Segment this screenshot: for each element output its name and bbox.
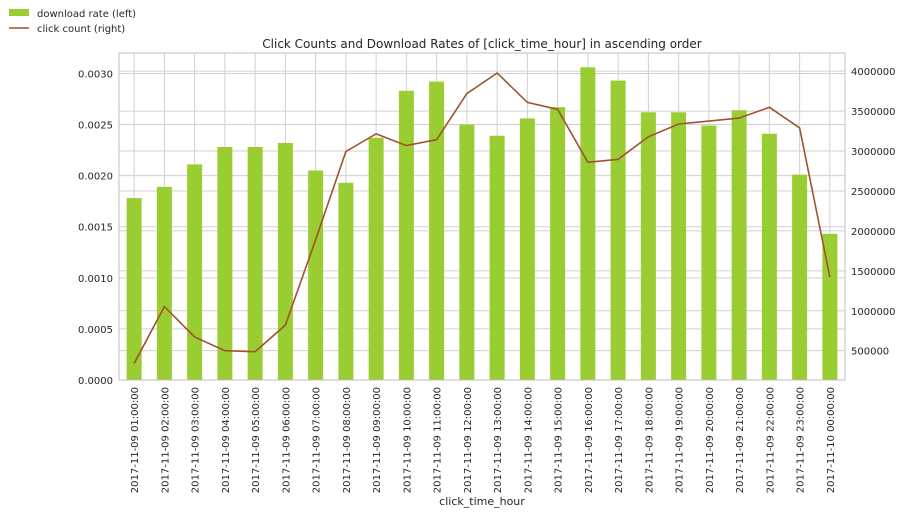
x-tick-label: 2017-11-09 17:00:00	[614, 387, 625, 493]
bar-download-rate	[762, 134, 777, 380]
x-tick-label: 2017-11-09 02:00:00	[160, 387, 171, 493]
bar-download-rate	[641, 112, 656, 380]
bar-download-rate	[157, 187, 172, 380]
bar-download-rate	[187, 164, 202, 380]
x-tick-label: 2017-11-09 08:00:00	[342, 387, 353, 493]
bar-download-rate	[399, 91, 414, 380]
bar-download-rate	[580, 67, 595, 380]
x-tick-label: 2017-11-09 01:00:00	[130, 387, 141, 493]
left-tick-label: 0.0025	[78, 121, 113, 132]
right-tick-label: 500000	[851, 347, 889, 358]
right-tick-label: 1000000	[851, 307, 896, 318]
bar-download-rate	[429, 82, 444, 380]
bar-download-rate	[338, 183, 353, 380]
bar-download-rate	[459, 125, 474, 380]
x-tick-label: 2017-11-09 23:00:00	[796, 387, 807, 493]
x-tick-label: 2017-11-09 15:00:00	[554, 387, 565, 493]
chart-title: Click Counts and Download Rates of [clic…	[262, 37, 702, 51]
x-tick-label: 2017-11-09 14:00:00	[523, 387, 534, 493]
bar-download-rate	[550, 107, 565, 380]
left-tick-label: 0.0010	[78, 274, 113, 285]
left-tick-label: 0.0000	[78, 376, 113, 387]
x-axis: 2017-11-09 01:00:00 2017-11-09 02:00:00 20…	[130, 387, 837, 493]
bar-download-rate	[369, 138, 384, 380]
x-tick-label: 2017-11-09 07:00:00	[312, 387, 323, 493]
bar-download-rate	[308, 171, 323, 380]
right-tick-label: 2000000	[851, 227, 896, 238]
bar-download-rate	[611, 81, 626, 380]
legend-swatch-download-rate	[9, 9, 29, 16]
x-tick-label: 2017-11-09 06:00:00	[281, 387, 292, 493]
x-tick-label: 2017-11-09 11:00:00	[433, 387, 444, 493]
x-tick-label: 2017-11-09 13:00:00	[493, 387, 504, 493]
bar-download-rate	[792, 175, 807, 380]
x-tick-label: 2017-11-09 04:00:00	[221, 387, 232, 493]
x-tick-label: 2017-11-09 05:00:00	[251, 387, 262, 493]
right-axis: 500000 1000000 1500000 2000000 2500000 300000…	[851, 67, 896, 358]
right-tick-label: 4000000	[851, 67, 896, 78]
x-tick-label: 2017-11-09 18:00:00	[644, 387, 655, 493]
right-tick-label: 3000000	[851, 147, 896, 158]
x-axis-label: click_time_hour	[439, 495, 525, 508]
bar-download-rate	[248, 147, 263, 380]
x-tick-label: 2017-11-09 21:00:00	[735, 387, 746, 493]
bar-download-rate	[217, 147, 232, 380]
bar-download-rate	[490, 136, 505, 380]
right-tick-label: 2500000	[851, 187, 896, 198]
left-tick-label: 0.0005	[78, 325, 113, 336]
bar-download-rate	[701, 126, 716, 380]
x-tick-label: 2017-11-09 16:00:00	[584, 387, 595, 493]
x-tick-label: 2017-11-09 19:00:00	[675, 387, 686, 493]
bar-download-rate	[732, 110, 747, 380]
x-tick-label: 2017-11-09 03:00:00	[191, 387, 202, 493]
legend: download rate (left) click count (right)	[9, 9, 136, 35]
legend-label-download-rate: download rate (left)	[37, 9, 136, 20]
right-tick-label: 1500000	[851, 267, 896, 278]
x-tick-label: 2017-11-09 09:00:00	[372, 387, 383, 493]
legend-label-click-count: click count (right)	[37, 24, 125, 35]
left-tick-label: 0.0015	[78, 223, 113, 234]
click-count-line	[134, 73, 830, 363]
x-tick-label: 2017-11-10 00:00:00	[826, 387, 837, 493]
x-tick-label: 2017-11-09 20:00:00	[705, 387, 716, 493]
x-tick-label: 2017-11-09 22:00:00	[765, 387, 776, 493]
bar-download-rate	[671, 112, 686, 380]
bar-download-rate	[278, 143, 293, 380]
left-axis: 0.0000 0.0005 0.0010 0.0015 0.0020 0.0025 0.00…	[78, 69, 113, 387]
left-tick-label: 0.0020	[78, 172, 113, 183]
bar-download-rate	[520, 118, 535, 380]
bars	[127, 67, 838, 380]
bar-download-rate	[822, 234, 837, 380]
x-tick-label: 2017-11-09 10:00:00	[402, 387, 413, 493]
left-tick-label: 0.0030	[78, 69, 113, 80]
x-tick-label: 2017-11-09 12:00:00	[463, 387, 474, 493]
right-tick-label: 3500000	[851, 107, 896, 118]
